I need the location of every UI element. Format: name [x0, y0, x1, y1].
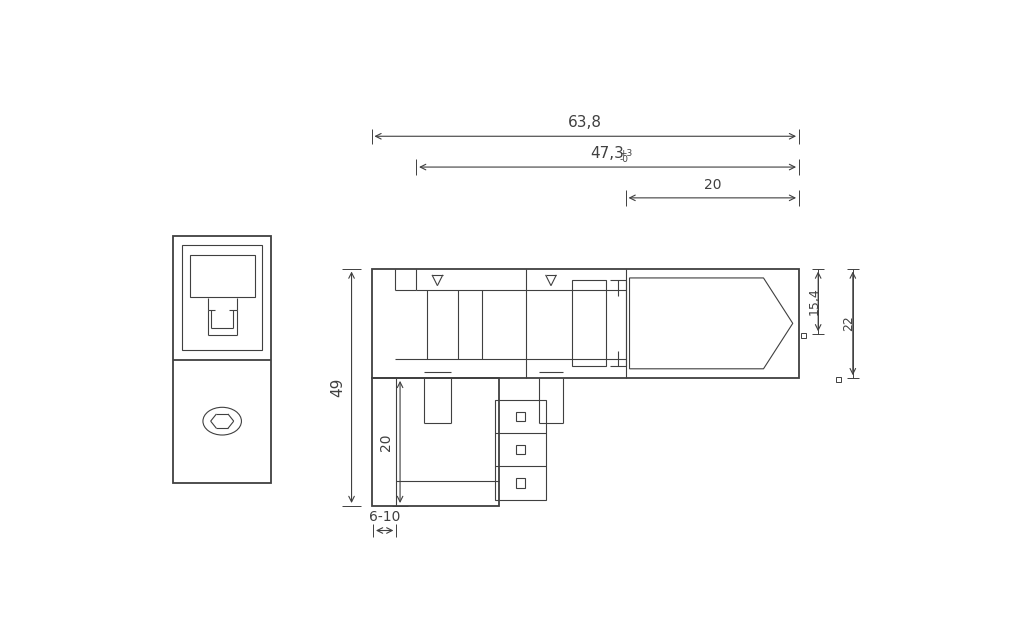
Bar — [182, 245, 262, 351]
Text: 20: 20 — [703, 178, 721, 192]
Text: +3: +3 — [620, 149, 633, 158]
Text: 22: 22 — [842, 316, 855, 331]
Bar — [801, 333, 806, 338]
Bar — [372, 378, 499, 506]
Bar — [836, 377, 841, 382]
Bar — [516, 478, 525, 488]
Bar — [173, 236, 271, 483]
Text: -0: -0 — [620, 155, 629, 164]
Text: 15,4: 15,4 — [807, 288, 820, 316]
Text: 6-10: 6-10 — [369, 511, 400, 525]
Text: 20: 20 — [379, 433, 393, 451]
Text: 49: 49 — [330, 378, 345, 397]
Bar — [571, 280, 606, 366]
Bar — [189, 255, 255, 297]
Bar — [495, 399, 547, 500]
Bar — [372, 269, 799, 378]
Bar — [516, 445, 525, 454]
Text: 63,8: 63,8 — [568, 115, 602, 130]
Text: 47,3: 47,3 — [591, 146, 625, 161]
Bar — [516, 411, 525, 421]
